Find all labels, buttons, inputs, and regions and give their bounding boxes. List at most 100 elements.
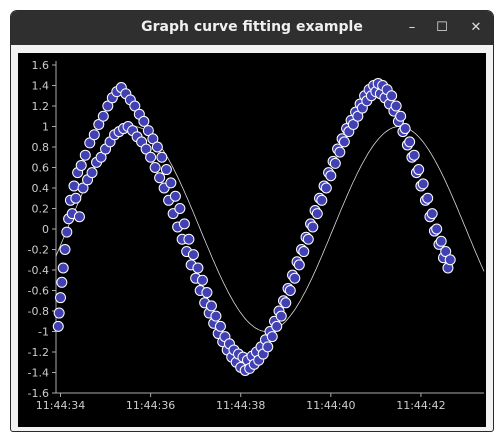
y-tick-label: 0.6 [32,162,50,175]
data-point [59,244,71,255]
y-tick-label: -1.4 [28,367,49,380]
data-point [298,246,310,258]
minimize-button[interactable]: – [408,20,416,35]
data-point [210,310,222,322]
maximize-button[interactable]: ☐ [436,20,448,35]
data-point [77,182,89,194]
y-tick-label: 0.2 [32,203,50,216]
data-point [53,307,65,319]
data-point [275,310,287,322]
data-point [289,272,301,284]
data-point [311,208,323,220]
y-tick-label: 1.4 [32,80,50,93]
data-point [165,177,177,189]
data-point [435,235,447,247]
y-tick-label: -0.2 [28,244,49,257]
fit-curve [55,126,485,332]
window-title: Graph curve fitting example [141,19,363,35]
data-point [316,194,328,206]
y-tick-label: -0.4 [28,264,49,277]
data-point [97,110,109,122]
x-tick-label: 11:44:40 [306,399,355,412]
chart-canvas[interactable]: 1.6 1.4 1.2 1 0.8 0.6 0.4 0.2 0 -0.2 -0.4 -0.6 -0.8 -… [18,53,486,427]
data-point [293,259,305,271]
data-point [178,218,190,230]
data-point [280,297,292,309]
data-point [156,151,168,163]
data-point [151,141,163,153]
data-point [284,285,296,296]
data-point [70,192,82,204]
data-point [271,320,283,332]
data-point [73,211,85,223]
data-point [145,151,157,163]
data-point [334,146,346,158]
data-point [390,100,402,112]
data-point [196,274,208,286]
x-tick-label: 11:44:42 [396,399,445,412]
y-tick-label: 0.4 [32,182,50,195]
data-point [444,254,456,266]
data-point [408,149,420,161]
data-point [56,276,68,288]
data-point [431,223,443,235]
data-point [149,162,161,173]
y-tick-label: 1.2 [32,100,50,113]
data-point [57,262,69,274]
data-point [352,110,364,122]
x-tick-label: 11:44:34 [36,399,85,412]
x-tick-label: 11:44:36 [126,399,175,412]
data-point [142,125,154,137]
data-point [417,178,429,190]
data-point [88,129,100,141]
y-tick-label: -0.8 [28,305,49,318]
data-point [329,157,341,169]
scatter-chart: 1.6 1.4 1.2 1 0.8 0.6 0.4 0.2 0 -0.2 -0.4 -0.6 -0.8 -… [28,59,485,412]
data-point [347,118,359,130]
data-point [55,292,67,304]
data-point [75,159,87,171]
data-point [129,100,141,112]
data-point [160,164,172,176]
data-point [320,182,332,194]
y-tick-label: -1 [38,326,49,339]
data-point [338,136,350,148]
y-tick-label: -1.2 [28,346,49,359]
y-tick-label: 0.8 [32,141,50,154]
data-point [395,110,407,122]
data-point [307,221,319,233]
data-point [169,190,181,202]
y-tick-label: -1.6 [28,387,49,400]
data-point [86,167,98,179]
data-point [174,203,186,214]
data-point [102,100,114,112]
data-point [214,320,226,332]
data-point [386,90,398,102]
data-point [138,115,150,127]
title-bar[interactable]: Graph curve fitting example – ☐ ✕ [11,11,493,45]
close-button[interactable]: ✕ [470,20,482,35]
data-point [95,151,107,163]
data-point [93,118,105,130]
app-window: Graph curve fitting example – ☐ ✕ 1.6 1.4… [10,10,494,432]
data-point [183,233,195,245]
data-point [422,192,434,204]
y-tick-label: 0 [42,223,49,236]
data-point [426,208,438,220]
data-point [399,123,411,135]
data-point [413,164,425,176]
x-tick-label: 11:44:38 [216,399,265,412]
data-point [140,143,152,155]
y-tick-label: -0.6 [28,285,49,298]
data-point [61,226,73,238]
data-point [79,149,91,161]
data-point [201,287,213,299]
data-point [187,249,199,261]
data-point [262,341,274,353]
data-point [205,300,217,312]
data-point [192,262,204,274]
data-point [147,133,159,145]
data-point [302,233,314,245]
data-point [440,246,452,258]
data-point [84,137,96,149]
